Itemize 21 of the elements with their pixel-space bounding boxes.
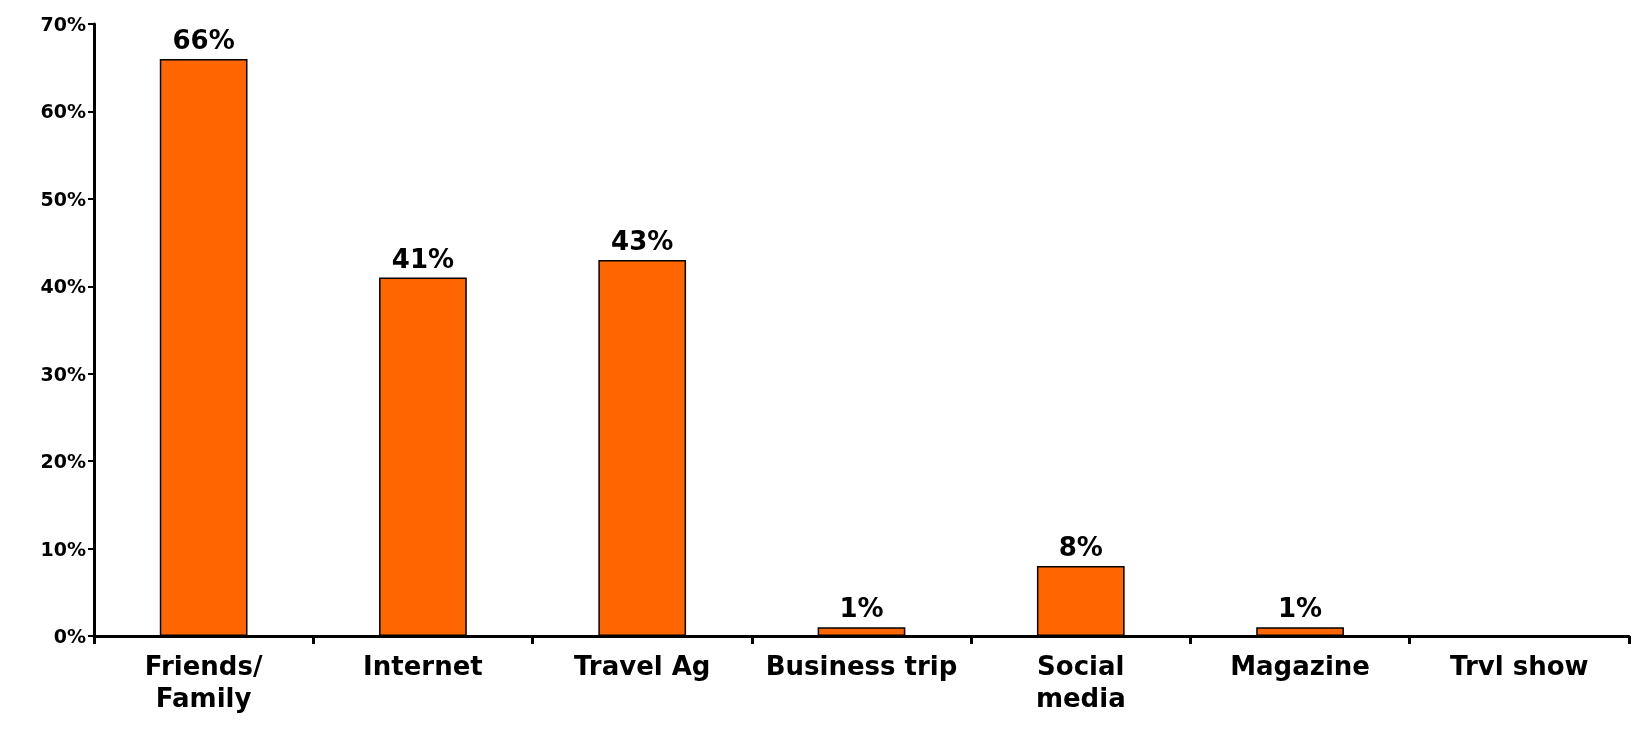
data-label: 66% [172, 24, 235, 55]
x-tick-label: Business trip [765, 651, 958, 681]
data-label: 41% [391, 243, 455, 274]
x-tick-label: Trvl show [1450, 651, 1589, 681]
y-tick-label: 30% [40, 362, 86, 385]
data-label: 1% [1277, 593, 1323, 624]
y-tick-label: 50% [40, 187, 86, 210]
data-label: 8% [1058, 532, 1103, 563]
y-tick-label: 40% [40, 275, 86, 298]
x-tick-label: Internet [363, 651, 483, 681]
data-label: 1% [839, 593, 884, 624]
x-tick-label: Magazine [1230, 651, 1370, 681]
x-tick-label: Travel Ag [573, 651, 711, 681]
y-tick-label: 0% [53, 625, 86, 647]
data-label: 43% [611, 226, 674, 257]
x-tick-label: Friends/ Family [144, 651, 263, 713]
x-tick-label: Social media [1035, 651, 1126, 713]
y-tick-label: 10% [40, 537, 86, 560]
y-tick-label: 60% [40, 100, 86, 123]
y-tick-label: 20% [40, 450, 86, 473]
y-tick-label: 70% [40, 13, 86, 35]
